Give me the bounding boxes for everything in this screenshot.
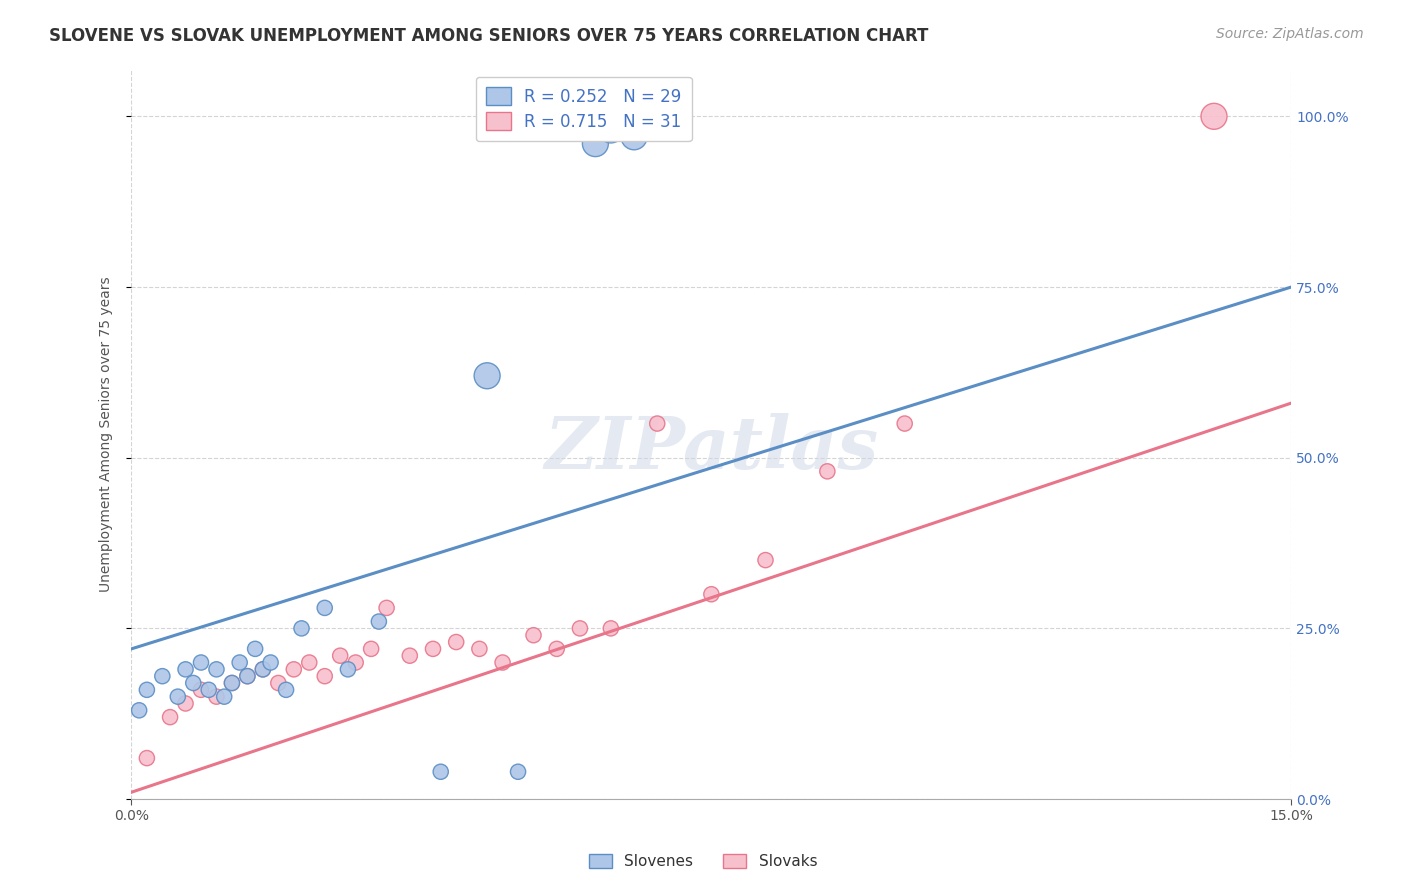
Point (190, 682, 212, 697)
Point (444, 635, 467, 649)
Point (645, 116, 668, 130)
Text: ZIPatlas: ZIPatlas (544, 413, 879, 483)
Point (181, 676, 204, 690)
Point (212, 690, 235, 704)
Text: Source: ZipAtlas.com: Source: ZipAtlas.com (1216, 27, 1364, 41)
Point (546, 641, 568, 656)
Point (205, 690, 228, 704)
Text: SLOVENE VS SLOVAK UNEMPLOYMENT AMONG SENIORS OVER 75 YEARS CORRELATION CHART: SLOVENE VS SLOVAK UNEMPLOYMENT AMONG SEN… (49, 27, 928, 45)
Point (700, 587, 723, 601)
Point (267, 676, 290, 690)
Point (197, 682, 219, 697)
Point (290, 621, 312, 635)
Point (128, 703, 150, 717)
Point (174, 662, 197, 676)
Point (174, 697, 197, 711)
Point (398, 648, 420, 663)
Point (367, 615, 389, 629)
Point (298, 656, 321, 670)
Point (150, 669, 173, 683)
Point (583, 136, 606, 151)
Point (252, 662, 274, 676)
Point (221, 676, 243, 690)
Point (274, 682, 297, 697)
Point (283, 662, 305, 676)
Point (475, 368, 498, 383)
Point (314, 600, 336, 615)
Point (429, 764, 451, 779)
Y-axis label: Unemployment Among Seniors over 75 years: Unemployment Among Seniors over 75 years (100, 276, 114, 591)
Legend: R = 0.252   N = 29, R = 0.715   N = 31: R = 0.252 N = 29, R = 0.715 N = 31 (477, 77, 692, 141)
Point (329, 648, 352, 663)
Point (375, 600, 398, 615)
Point (205, 662, 228, 676)
Point (166, 690, 188, 704)
Point (344, 656, 367, 670)
Point (422, 641, 444, 656)
Point (221, 676, 243, 690)
Point (314, 669, 336, 683)
Point (259, 656, 281, 670)
Point (190, 656, 212, 670)
Point (645, 417, 668, 431)
Point (336, 662, 359, 676)
Point (252, 662, 274, 676)
Point (623, 129, 645, 144)
Point (135, 682, 157, 697)
Point (360, 641, 382, 656)
Point (159, 710, 181, 724)
Point (228, 656, 250, 670)
Point (599, 621, 621, 635)
Point (1202, 109, 1225, 123)
Point (561, 116, 583, 130)
Point (893, 417, 915, 431)
Point (236, 669, 259, 683)
Point (468, 641, 491, 656)
Legend: Slovenes, Slovaks: Slovenes, Slovaks (582, 848, 824, 875)
Point (754, 553, 776, 567)
Point (522, 628, 544, 642)
Point (506, 764, 529, 779)
Point (491, 656, 513, 670)
Point (815, 464, 838, 478)
Point (236, 669, 259, 683)
Point (599, 123, 621, 137)
Point (135, 751, 157, 765)
Point (243, 641, 266, 656)
Point (568, 621, 591, 635)
